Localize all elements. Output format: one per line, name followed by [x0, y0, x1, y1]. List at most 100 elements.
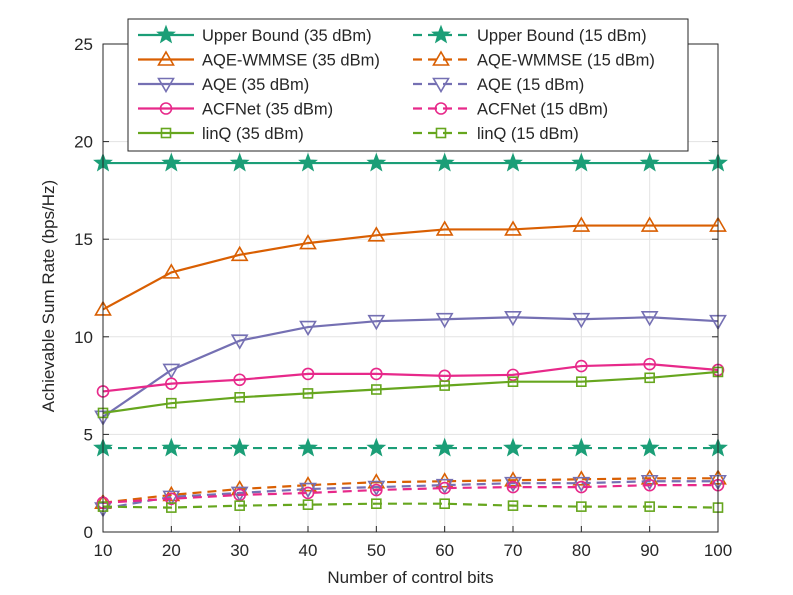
legend-entry: linQ (35 dBm) — [138, 125, 304, 143]
data-point-marker — [371, 498, 382, 509]
y-axis-label: Achievable Sum Rate (bps/Hz) — [39, 180, 58, 412]
data-point-marker — [435, 312, 454, 329]
legend-marker — [156, 24, 176, 44]
y-tick-label: 20 — [74, 133, 93, 152]
legend: Upper Bound (35 dBm) Upper Bound (15 dBm)… — [127, 18, 689, 152]
data-point-marker — [370, 367, 383, 381]
legend-marker — [159, 102, 173, 115]
data-point-marker — [301, 486, 315, 500]
data-point-marker — [435, 220, 454, 236]
data-point-marker — [162, 263, 181, 279]
legend-label: AQE (35 dBm) — [202, 76, 309, 94]
x-tick-label: 80 — [572, 541, 591, 560]
data-point-marker — [302, 388, 314, 399]
legend-marker — [435, 127, 447, 139]
data-point-marker — [298, 152, 318, 172]
series-linq-35-dbm — [97, 366, 724, 419]
legend-entry: AQE (15 dBm) — [413, 76, 584, 94]
legend-entry: AQE-WMMSE (35 dBm) — [138, 50, 380, 70]
data-point-marker — [370, 483, 383, 497]
data-point-marker — [367, 480, 386, 497]
data-point-marker — [576, 376, 587, 387]
data-point-marker — [230, 334, 249, 350]
data-point-marker — [572, 312, 591, 329]
data-point-marker — [571, 437, 592, 457]
data-point-marker — [434, 152, 455, 172]
legend-label: Upper Bound (15 dBm) — [477, 27, 647, 45]
x-tick-label: 40 — [299, 541, 318, 560]
data-point-marker — [504, 471, 522, 487]
x-tick-label: 20 — [162, 541, 181, 560]
data-point-marker — [504, 310, 522, 327]
data-point-marker — [367, 314, 386, 331]
data-point-marker — [166, 502, 177, 513]
legend-marker — [434, 102, 448, 115]
series-group — [93, 152, 728, 518]
data-point-marker — [503, 437, 523, 457]
data-point-marker — [572, 216, 591, 232]
data-point-marker — [230, 245, 249, 262]
legend-entry: Upper Bound (15 dBm) — [413, 24, 647, 45]
data-point-marker — [367, 226, 386, 242]
data-point-marker — [302, 499, 314, 510]
series-line — [102, 484, 718, 504]
data-point-marker — [439, 498, 450, 509]
data-point-marker — [640, 216, 659, 232]
data-point-marker — [571, 152, 592, 172]
y-tick-label: 10 — [74, 328, 93, 347]
data-point-marker — [439, 380, 450, 391]
x-tick-label: 60 — [435, 541, 454, 560]
data-point-marker — [639, 437, 660, 457]
data-point-marker — [371, 384, 382, 395]
data-point-marker — [165, 492, 178, 506]
data-point-marker — [166, 397, 177, 409]
data-point-marker — [233, 373, 246, 387]
legend-entry: Upper Bound (35 dBm) — [138, 24, 372, 45]
legend-box — [127, 18, 689, 152]
y-tick-label: 0 — [84, 523, 93, 542]
series-line — [102, 370, 719, 415]
data-point-marker — [366, 437, 387, 457]
data-point-marker — [575, 359, 588, 373]
data-point-marker — [366, 152, 387, 172]
data-point-marker — [507, 376, 519, 387]
axis-ticks: 10 20 30 40 50 60 70 80 90 100 0 5 10 15 20 25 — [74, 35, 732, 560]
data-point-marker — [161, 437, 182, 457]
legend-label: linQ (35 dBm) — [202, 125, 304, 143]
legend-label: ACFNet (15 dBm) — [477, 101, 608, 119]
legend-marker — [432, 77, 450, 94]
data-point-marker — [639, 152, 660, 172]
y-tick-label: 15 — [74, 230, 93, 249]
series-line — [102, 316, 719, 418]
data-point-marker — [299, 234, 317, 250]
data-point-marker — [162, 363, 181, 380]
x-tick-label: 90 — [640, 541, 659, 560]
series-line — [102, 480, 718, 510]
data-point-marker — [506, 368, 520, 382]
data-point-marker — [299, 320, 317, 337]
legend-entry: AQE (35 dBm) — [138, 76, 309, 94]
legend-label: linQ (15 dBm) — [477, 125, 579, 143]
data-point-marker — [643, 478, 656, 492]
series-aqe-wmmse-35-dbm — [94, 216, 727, 316]
data-point-marker — [438, 481, 451, 495]
legend-label: AQE-WMMSE (35 dBm) — [202, 52, 380, 70]
legend-entry: ACFNet (35 dBm) — [138, 101, 333, 119]
data-point-marker — [161, 152, 182, 172]
data-point-marker — [504, 220, 522, 236]
legend-label: AQE-WMMSE (15 dBm) — [477, 52, 655, 70]
data-point-marker — [640, 469, 659, 485]
legend-label: ACFNet (35 dBm) — [202, 101, 333, 119]
x-tick-label: 100 — [704, 541, 732, 560]
legend-entry: AQE-WMMSE (15 dBm) — [413, 50, 655, 70]
data-point-marker — [165, 377, 178, 390]
legend-entry: linQ (15 dBm) — [413, 125, 579, 143]
data-point-marker — [507, 500, 519, 511]
y-tick-label: 5 — [84, 425, 93, 444]
x-tick-label: 10 — [94, 541, 113, 560]
legend-marker — [432, 50, 450, 66]
data-point-marker — [644, 501, 655, 512]
legend-entry: ACFNet (15 dBm) — [413, 101, 608, 119]
legend-label: Upper Bound (35 dBm) — [202, 27, 372, 45]
